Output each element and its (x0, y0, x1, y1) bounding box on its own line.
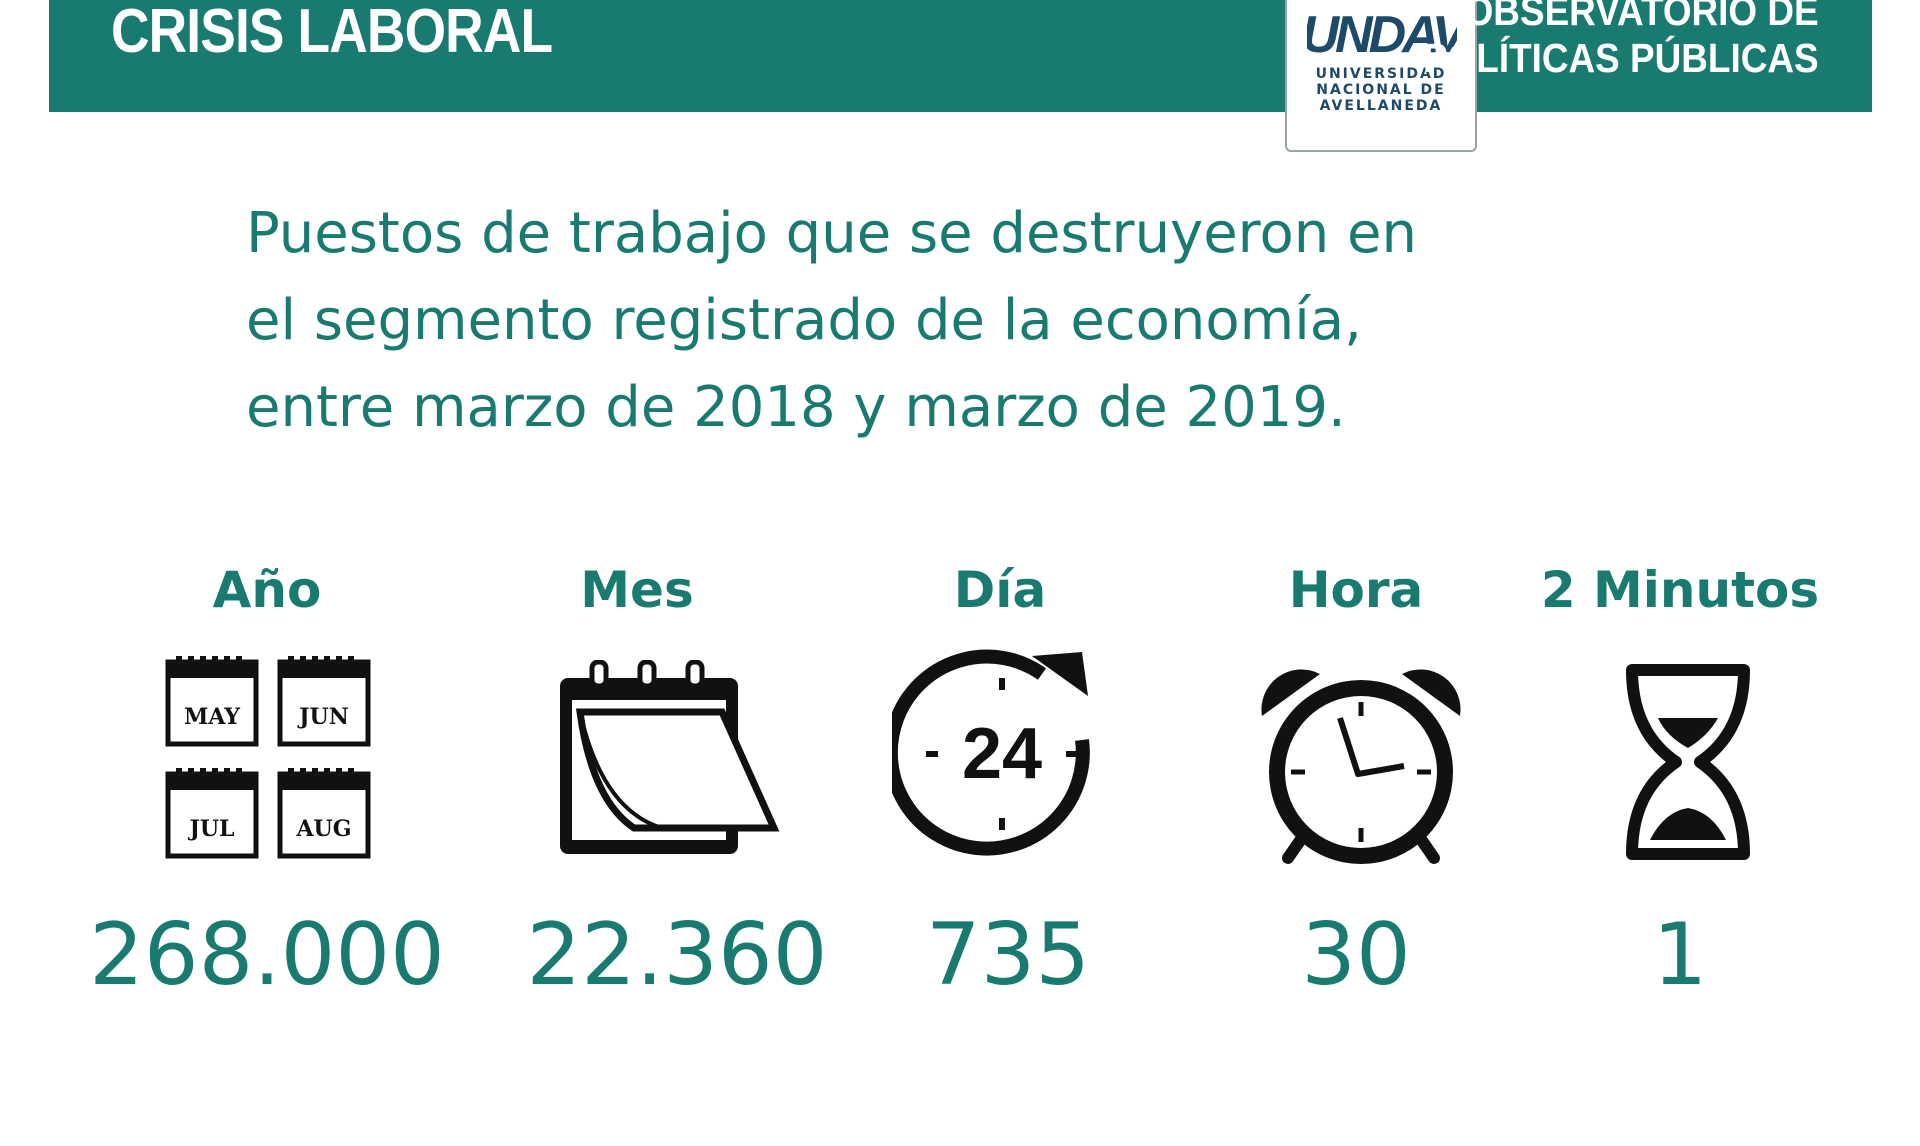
stat-year-label-wrap: Año (77, 560, 457, 620)
logo-line-2: NACIONAL DE (1316, 82, 1446, 98)
logo-line-1: UNIVERSIDAD (1315, 66, 1447, 82)
calendar-months-icon: MAY JUN JUL AUG (165, 656, 371, 859)
month-aug: AUG (295, 816, 351, 842)
stat-day-value: 735 (925, 905, 1091, 1005)
24-hours-icon: 24 (892, 649, 1090, 856)
headline: Puestos de trabajo que se destruyeron en… (246, 190, 1746, 451)
university-logo: UNDAV UNIVERSIDAD NACIONAL DE AVELLANEDA (1285, 0, 1477, 152)
stat-hour-value: 30 (1301, 905, 1411, 1005)
logo-caption: UNIVERSIDAD NACIONAL DE AVELLANEDA (1287, 66, 1475, 114)
month-jul: JUL (187, 816, 234, 842)
stat-year-label: Año (212, 561, 322, 619)
stat-minutes-label: 2 Minutos (1540, 561, 1820, 619)
undav-logo-mark: UNDAV (1307, 6, 1457, 60)
header-banner: CRISIS LABORAL UNDAV UNIVERSIDAD NACIONA… (49, 0, 1872, 152)
observatory-line-2: POLÍTICAS PÚBLICAS (1423, 35, 1819, 81)
logo-line-3: AVELLANEDA (1319, 98, 1443, 114)
headline-line-2: el segmento registrado de la economía, (246, 288, 1362, 353)
logo-mark-text: UNDAV (1307, 6, 1457, 60)
calendar-page-icon (560, 660, 780, 854)
observatory-title: OBSERVATORIO DE POLÍTICAS PÚBLICAS (1423, 0, 1819, 82)
stat-minutes-label-wrap: 2 Minutos (1490, 560, 1870, 620)
24-hours-text: 24 (962, 714, 1042, 794)
stat-minutes-value: 1 (1652, 905, 1708, 1005)
stat-day-label-wrap: Día (810, 560, 1190, 620)
observatory-line-1: OBSERVATORIO DE (1464, 0, 1819, 34)
stat-month-label: Mes (580, 561, 694, 619)
stat-day-label: Día (953, 561, 1047, 619)
headline-line-3: entre marzo de 2018 y marzo de 2019. (246, 375, 1346, 440)
hourglass-icon (1626, 664, 1750, 860)
headline-line-1: Puestos de trabajo que se destruyeron en (246, 201, 1417, 266)
alarm-clock-icon (1261, 669, 1461, 864)
stat-hour-label: Hora (1288, 561, 1424, 619)
stat-month-label-wrap: Mes (447, 560, 827, 620)
stat-year-value: 268.000 (89, 905, 445, 1005)
month-jun: JUN (297, 704, 349, 730)
page-title: CRISIS LABORAL (111, 0, 553, 66)
month-may: MAY (184, 704, 240, 730)
stat-month-value: 22.360 (526, 905, 828, 1005)
stat-hour-label-wrap: Hora (1166, 560, 1546, 620)
